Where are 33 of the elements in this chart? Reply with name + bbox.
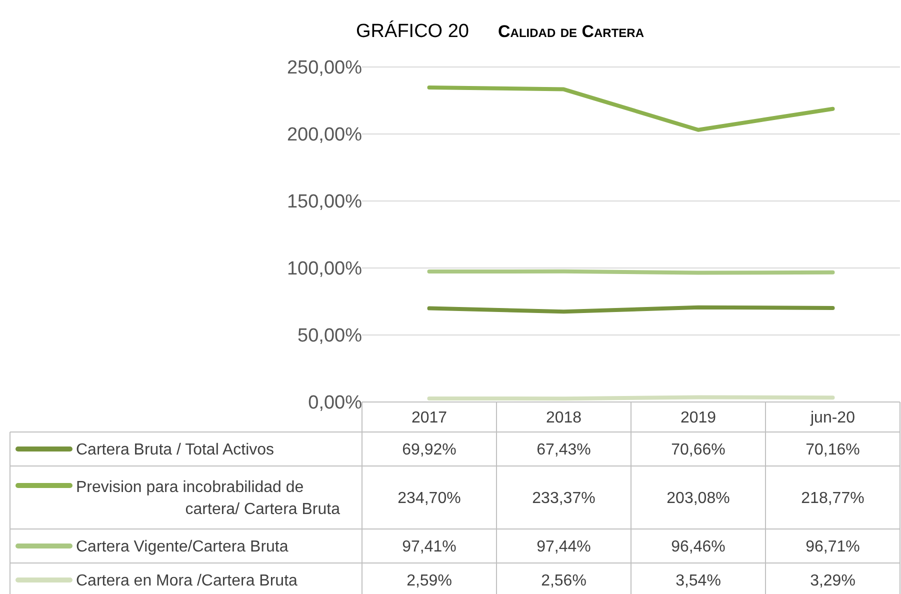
chart-subtitle: Calidad de Cartera [498,22,644,41]
y-tick-label: 200,00% [286,124,362,146]
data-label: 96,46% [671,538,726,556]
line-series [427,86,835,132]
data-label: 2,59% [406,572,452,590]
legend-label: Cartera en Mora /Cartera Bruta [76,572,298,590]
data-label: 97,44% [536,538,591,556]
data-label: 2,56% [541,572,586,590]
x-tick-label: 2019 [680,410,716,427]
x-tick-label: 2017 [411,410,448,427]
chart-title: GRÁFICO 20 [356,20,469,42]
data-label: 218,77% [801,490,864,508]
y-tick-label: 0,00% [308,392,362,414]
y-tick-label: 250,00% [286,58,362,79]
data-label: 67,43% [536,442,591,459]
data-label: 69,92% [402,442,456,459]
data-label: 234,70% [398,490,461,508]
legend-label: Prevision para incobrabilidad de cartera/ Cartera Bruta [76,479,340,518]
legend-label: Cartera Vigente/Cartera Bruta [76,538,288,556]
data-label: 233,37% [532,490,596,508]
x-tick-label: jun-20 [810,410,856,427]
y-tick-label: 100,00% [286,258,362,280]
x-tick-label: 2018 [546,410,582,427]
y-tick-label: 50,00% [298,326,362,347]
data-label: 3,54% [676,572,721,590]
data-label: 203,08% [666,490,730,508]
legend-label: Cartera Bruta / Total Activos [76,442,274,459]
data-label: 3,29% [810,572,856,590]
data-label: 70,16% [806,442,860,459]
y-tick-label: 150,00% [286,192,362,213]
data-label: 70,66% [671,442,726,459]
data-label: 96,71% [806,538,860,556]
data-label: 97,41% [402,538,456,556]
